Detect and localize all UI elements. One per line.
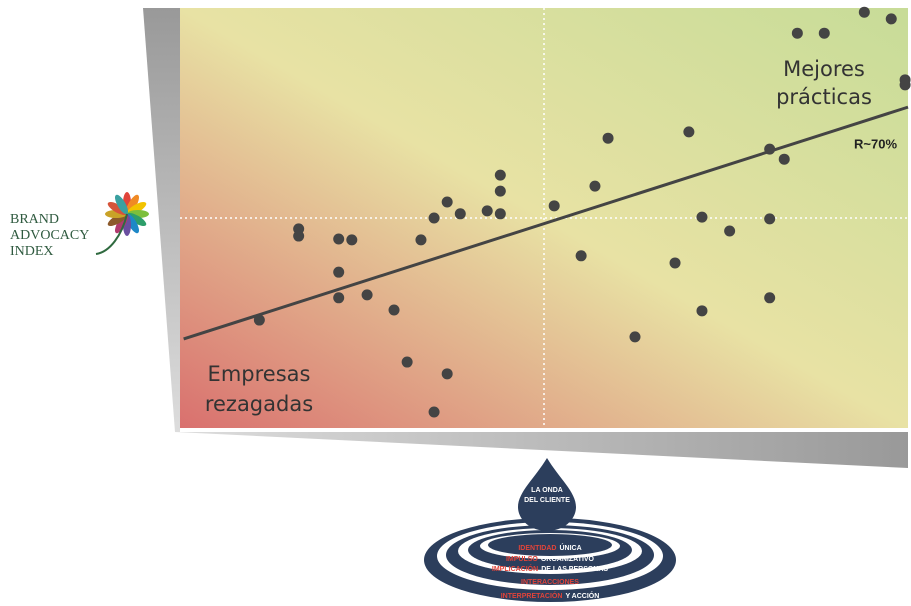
data-point — [779, 154, 790, 165]
ring-label-highlight: IMPLICACIÓN — [492, 564, 538, 573]
data-point — [362, 289, 373, 300]
data-point — [589, 181, 600, 192]
data-point — [333, 234, 344, 245]
ring-label-text: ÚNICA — [559, 543, 581, 552]
data-point — [576, 250, 587, 261]
side-wedge — [143, 8, 180, 432]
data-point — [442, 368, 453, 379]
data-point — [333, 267, 344, 278]
data-point — [442, 197, 453, 208]
data-point — [455, 208, 466, 219]
data-point — [603, 133, 614, 144]
data-point — [859, 7, 870, 18]
data-point — [482, 205, 493, 216]
logo-flower — [96, 192, 149, 254]
data-point — [764, 292, 775, 303]
data-point — [495, 170, 506, 181]
data-point — [293, 231, 304, 242]
annotation: R~70% — [854, 136, 897, 151]
logo-text: BRAND — [10, 212, 59, 227]
data-point — [254, 315, 265, 326]
data-point — [402, 357, 413, 368]
ring-label-text: Y ACCIÓN — [565, 591, 599, 600]
logo-text: ADVOCACY — [10, 228, 89, 243]
ring-label-text: DE LAS PERSONAS — [541, 566, 608, 573]
annotation: rezagadas — [205, 392, 313, 416]
data-point — [792, 28, 803, 39]
data-point — [415, 234, 426, 245]
data-point — [764, 213, 775, 224]
data-point — [696, 212, 707, 223]
data-point — [724, 226, 735, 237]
annotation: prácticas — [776, 85, 872, 109]
data-point — [389, 304, 400, 315]
annotation: Empresas — [208, 362, 311, 386]
data-point — [346, 234, 357, 245]
ring-label-highlight: INTERACCIONES — [521, 579, 579, 586]
data-point — [333, 292, 344, 303]
diagram-title: LA ONDA — [531, 487, 563, 494]
page: BRAND ADVOCACY INDEX LA ONDA DEL CLIENTE… — [0, 0, 911, 606]
data-point — [495, 186, 506, 197]
data-point — [764, 144, 775, 155]
data-point — [683, 126, 694, 137]
ring-label-highlight: IMPULSO — [506, 556, 538, 563]
annotation: Mejores — [783, 57, 865, 81]
data-point — [429, 213, 440, 224]
diagram-title: DEL CLIENTE — [524, 497, 570, 504]
data-point — [630, 331, 641, 342]
data-point — [549, 200, 560, 211]
logo-text: INDEX — [10, 244, 54, 259]
ring-label-text: ORGANIZATIVO — [541, 556, 595, 563]
data-point — [696, 305, 707, 316]
ring-label-highlight: IDENTIDAD — [518, 545, 556, 552]
ring-label-highlight: INTERPRETACIÓN — [501, 591, 563, 600]
data-point — [900, 79, 911, 90]
data-point — [495, 208, 506, 219]
ring-label: INTERACCIONES — [521, 579, 579, 586]
data-point — [886, 13, 897, 24]
data-point — [819, 28, 830, 39]
data-point — [670, 257, 681, 268]
data-point — [429, 407, 440, 418]
bottom-wedge — [175, 432, 908, 468]
